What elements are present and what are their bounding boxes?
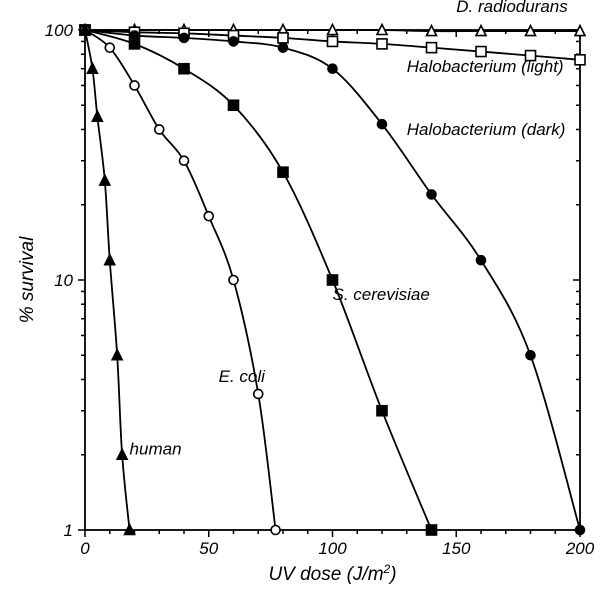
series-label: S. cerevisiae (333, 285, 430, 304)
series-label: E. coli (219, 367, 267, 386)
marker-square-filled (427, 525, 437, 535)
marker-circle-open (105, 43, 114, 52)
marker-square-open (427, 43, 437, 53)
marker-square-filled (179, 64, 189, 74)
marker-square-open (575, 55, 585, 65)
marker-square-open (278, 33, 288, 43)
marker-square-filled (278, 167, 288, 177)
marker-circle-filled (328, 64, 337, 73)
marker-triangle-filled (100, 175, 110, 185)
marker-square-filled (229, 100, 239, 110)
x-tick-label: 200 (565, 539, 595, 558)
marker-triangle-filled (87, 63, 97, 73)
x-tick-label: 0 (80, 539, 90, 558)
marker-circle-open (254, 389, 263, 398)
marker-square-filled (328, 275, 338, 285)
marker-circle-filled (427, 190, 436, 199)
marker-square-open (377, 39, 387, 49)
x-tick-label: 100 (318, 539, 347, 558)
marker-circle-filled (526, 351, 535, 360)
x-axis-title: UV dose (J/m2) (268, 562, 396, 585)
x-tick-label: 150 (442, 539, 471, 558)
marker-circle-open (130, 81, 139, 90)
y-tick-label: 1 (64, 521, 73, 540)
marker-square-open (328, 36, 338, 46)
marker-circle-filled (378, 120, 387, 129)
marker-circle-filled (180, 33, 189, 42)
series-label: human (130, 440, 182, 459)
marker-circle-open (204, 212, 213, 221)
marker-circle-open (155, 125, 164, 134)
marker-circle-filled (477, 256, 486, 265)
marker-circle-open (180, 156, 189, 165)
marker-triangle-filled (117, 449, 127, 459)
survival-chart: 0 50 100 150 200 UV dose (J/m2) 1 10 100 % surviv… (0, 0, 600, 596)
series-label: Halobacterium (dark) (407, 120, 566, 139)
marker-circle-filled (279, 43, 288, 52)
series-label: Halobacterium (light) (407, 57, 564, 76)
marker-circle-filled (229, 37, 238, 46)
y-tick-label: 100 (45, 21, 74, 40)
marker-triangle-filled (105, 255, 115, 265)
y-tick-label: 10 (54, 271, 73, 290)
marker-circle-open (271, 526, 280, 535)
marker-circle-open (229, 276, 238, 285)
series-label: D. radiodurans (456, 0, 568, 16)
marker-triangle-filled (92, 111, 102, 121)
marker-square-filled (377, 406, 387, 416)
x-tick-label: 50 (199, 539, 218, 558)
marker-triangle-filled (112, 350, 122, 360)
marker-square-filled (130, 39, 140, 49)
marker-circle-filled (576, 526, 585, 535)
y-axis-title: % survival (17, 236, 38, 323)
series-d-radiodurans: D. radiodurans (80, 0, 585, 36)
marker-square-open (476, 47, 486, 57)
series-human: human (80, 25, 182, 535)
